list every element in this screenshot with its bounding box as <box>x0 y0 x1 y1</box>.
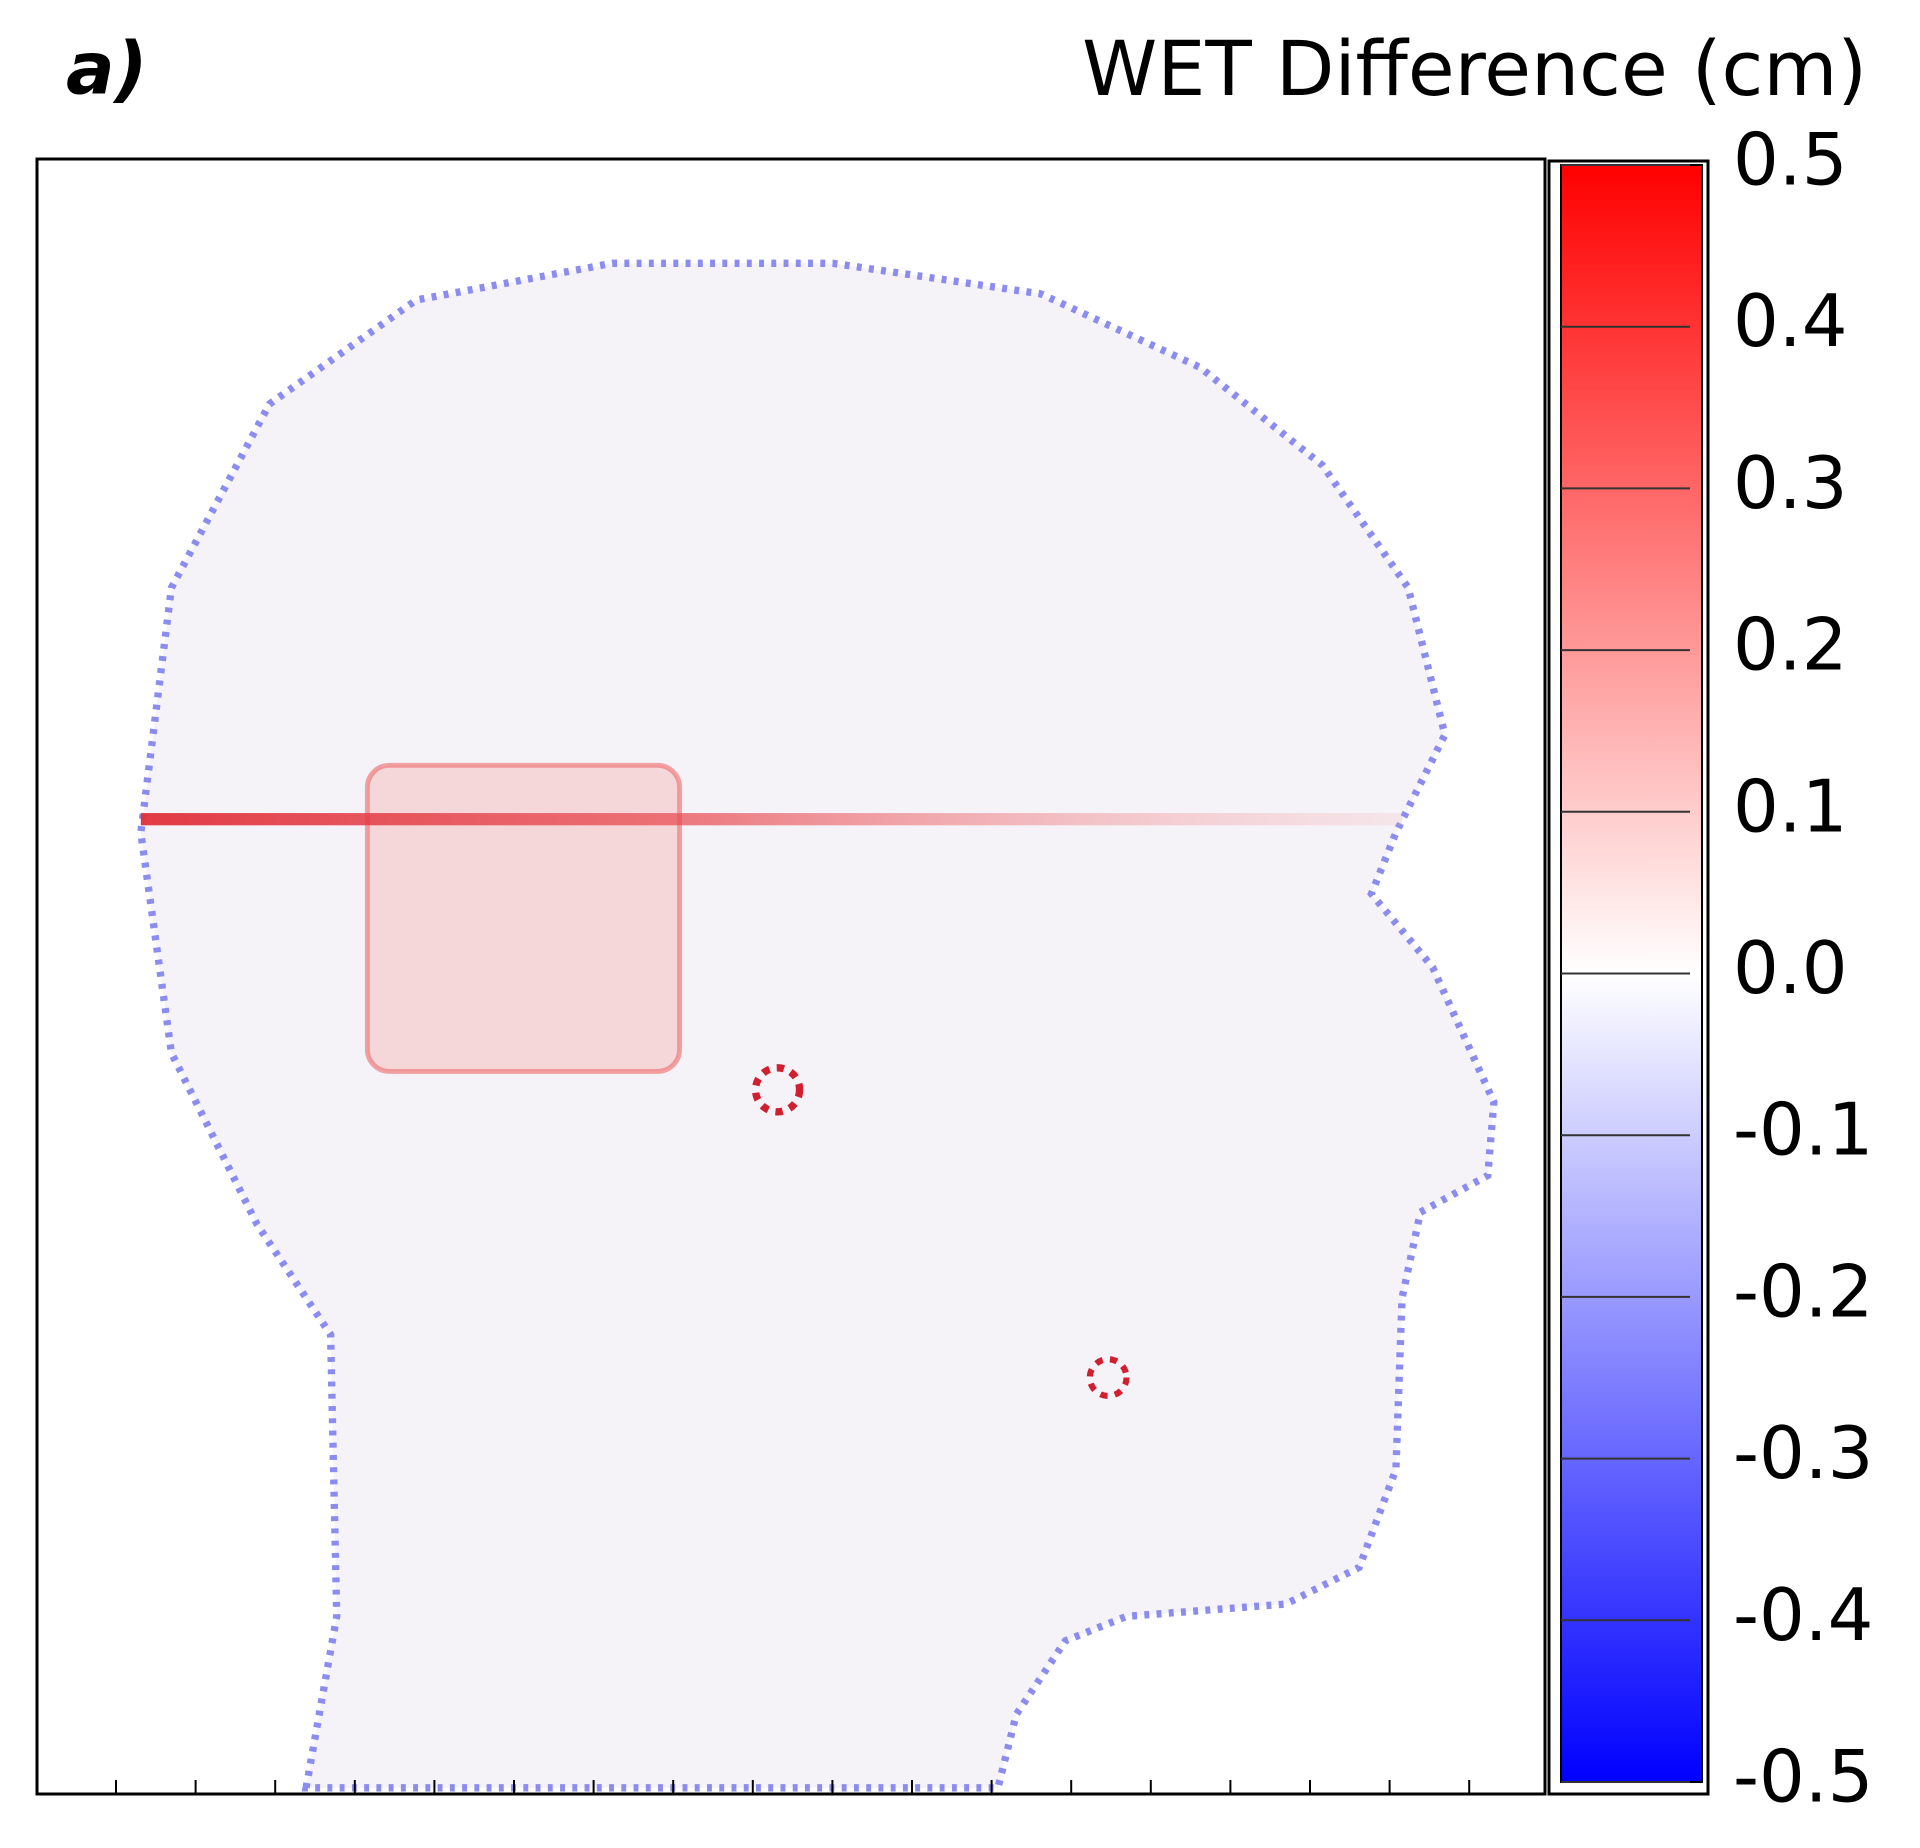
colorbar-tick-label: 0.2 <box>1733 603 1848 687</box>
colorbar-tick-label: -0.5 <box>1733 1735 1873 1819</box>
panel-label: a) <box>66 27 148 111</box>
head-image <box>137 259 1498 1792</box>
x-ticks <box>115 1780 1471 1794</box>
colorbar-tick-label: 0.5 <box>1733 118 1848 202</box>
streak-line <box>140 813 1403 826</box>
colorbar-tick-label: 0.4 <box>1733 279 1848 363</box>
head-silhouette <box>137 259 1498 1792</box>
colorbar-tick-label: -0.2 <box>1733 1249 1873 1333</box>
colorbar-tick-label: 0.0 <box>1733 926 1848 1010</box>
insert-region <box>364 762 683 1074</box>
colorbar-tick-label: -0.1 <box>1733 1088 1873 1172</box>
hotspot <box>1086 1356 1130 1399</box>
colorbar-title: WET Difference (cm) <box>1082 24 1867 113</box>
colorbar-tick-label: -0.4 <box>1733 1573 1873 1657</box>
colorbar-tick-label: -0.3 <box>1733 1411 1873 1495</box>
colorbar-tick-label: 0.1 <box>1733 764 1848 848</box>
colorbar-tick-label: 0.3 <box>1733 441 1848 525</box>
hotspot <box>751 1064 804 1116</box>
